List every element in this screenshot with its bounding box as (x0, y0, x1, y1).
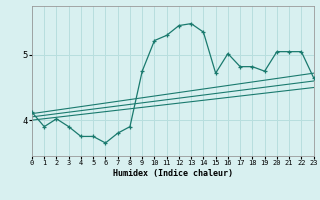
X-axis label: Humidex (Indice chaleur): Humidex (Indice chaleur) (113, 169, 233, 178)
